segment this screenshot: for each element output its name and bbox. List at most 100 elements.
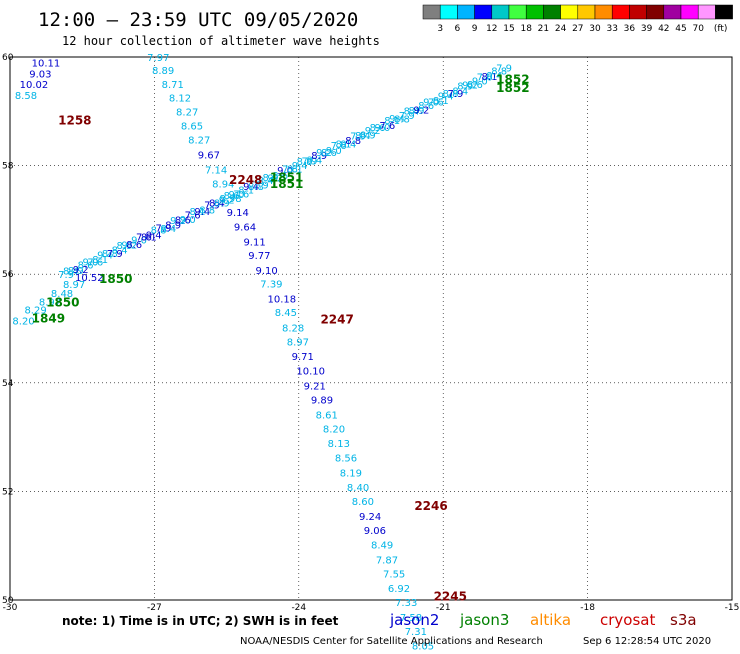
satellite-legend-jason3: jason3: [459, 611, 509, 629]
wave-height-value: 8.60: [352, 497, 374, 508]
track-value-label: 8.1: [336, 139, 352, 150]
wave-height-value: 7.14: [205, 165, 227, 176]
wave-height-value: 8.20: [323, 424, 345, 435]
axis-ticks: -30 -27 -24 -21 -18 -15 60 58 56 54 52 50: [2, 53, 739, 613]
pass-time-label: 1851: [270, 177, 303, 191]
color-swatch: [457, 4, 475, 20]
color-scale-label: 36: [624, 24, 636, 34]
track-value-label: 9.2: [413, 105, 429, 116]
track-value-label: 8.9: [117, 241, 133, 252]
track-value-label: 7.6: [233, 190, 249, 201]
track-value-label: 9.0: [326, 146, 342, 157]
color-scale-unit: (ft): [714, 24, 728, 34]
track-value-label: 7.9: [496, 64, 512, 75]
track-value-label: 8.8: [491, 66, 507, 77]
track-value-label: 7.6: [136, 232, 152, 243]
track-value-label: 8.8: [199, 205, 215, 216]
pass-time-label: 2247: [320, 313, 353, 327]
map-grid: [9, 56, 733, 601]
satellite-legend-altika: altika: [530, 611, 571, 629]
wave-height-value: 9.06: [364, 526, 386, 537]
pass-time-label: 1851: [270, 170, 303, 184]
track-value-label: 9.4: [97, 251, 113, 262]
track-value-label: 8.1: [384, 116, 400, 127]
track-value-label: 7.9: [58, 270, 74, 281]
track-value-label: 7.9: [107, 249, 123, 260]
color-scale-label: 24: [555, 24, 567, 34]
track-value-label: 8.9: [311, 151, 327, 162]
track-value-label: 8.4: [355, 131, 371, 142]
track-value-label: 9.0: [423, 98, 439, 109]
track-value-label: 9.2: [267, 173, 283, 184]
wave-height-value: 8.56: [335, 454, 357, 465]
wave-height-value: 10.18: [268, 295, 297, 306]
satellite-legend-s3a: s3a: [670, 611, 697, 629]
track-value-label: 8.4: [63, 266, 79, 277]
track-value-label: 7.9: [447, 89, 463, 100]
track-value-label: 9.4: [438, 91, 454, 102]
track-value-label: 8.1: [482, 72, 498, 83]
color-swatch: [697, 4, 716, 20]
track-value-label: 9.4: [292, 161, 308, 172]
track-value-label: 8.9: [165, 221, 181, 232]
color-scale-label: 21: [538, 24, 549, 34]
color-swatch: [422, 4, 441, 20]
wave-height-value: 8.89: [152, 66, 174, 77]
track-value-label: 8.4: [306, 155, 322, 166]
track-value-label: 8.1: [287, 165, 303, 176]
wave-height-value: 8.19: [340, 468, 362, 479]
color-scale-bar: 3 6 9 12 15 18 21 24 27 30 33 36 39 42 45 70 (ft): [422, 4, 733, 34]
track-value-label: 8.8: [151, 226, 167, 237]
track-value-label: 9.2: [170, 216, 186, 227]
wave-height-value: 8.49: [371, 541, 393, 552]
pass-time-label: 1258: [58, 113, 91, 127]
wave-height-value: 9.77: [248, 251, 270, 262]
track-value-label: 8.8: [102, 249, 118, 260]
track-value-label: 8.4: [160, 224, 176, 235]
track-value-label: 8.8: [443, 89, 459, 100]
wave-height-value: 7.87: [376, 555, 398, 566]
wave-height-value: 10.10: [296, 366, 325, 377]
y-tick-label: 50: [2, 596, 14, 606]
track-value-label: 9.4: [194, 207, 210, 218]
color-scale-label: 39: [641, 24, 653, 34]
wave-height-value: 9.14: [227, 208, 249, 219]
track-value-label: 9.4: [243, 182, 259, 193]
wave-height-value: 10.52: [75, 273, 104, 284]
jason3-track-label-cloud: 7.98.48.99.28.69.07.68.19.48.87.98.48.99…: [58, 64, 512, 282]
color-swatch: [474, 4, 493, 20]
track-value-label: 8.6: [126, 240, 142, 251]
track-value-label: 8.1: [141, 232, 157, 243]
wave-height-value: 8.12: [169, 94, 191, 105]
wave-height-value: 10.11: [32, 58, 61, 69]
pass-time-label: 2246: [414, 499, 447, 513]
footer-note: note: 1) Time is in UTC; 2) SWH is in fe…: [62, 614, 339, 628]
color-scale-label: 70: [692, 24, 704, 34]
color-swatch: [508, 4, 527, 20]
wave-height-value: 8.94: [212, 180, 234, 191]
wave-height-value: 7.55: [383, 569, 405, 580]
track-value-label: 7.6: [428, 98, 444, 109]
satellite-legend: jason2 jason3 altika cryosat s3a: [389, 611, 697, 629]
wave-height-value: 8.71: [162, 80, 184, 91]
track-value-label: 8.9: [214, 199, 230, 210]
wave-height-value: 8.48: [51, 289, 73, 300]
wave-height-value: 9.11: [243, 238, 265, 249]
track-value-label: 8.1: [92, 255, 108, 266]
color-scale-label: 3: [437, 24, 443, 34]
y-tick-label: 60: [2, 53, 14, 63]
track-value-label: 9.0: [82, 257, 98, 268]
color-swatch: [439, 4, 458, 20]
pass-time-label: 1852: [496, 81, 529, 95]
y-tick-label: 54: [2, 379, 14, 389]
color-scale-label: 27: [572, 24, 583, 34]
color-swatch: [560, 4, 579, 20]
color-scale-label: 9: [472, 24, 478, 34]
satellite-legend-jason2: jason2: [389, 611, 439, 629]
track-value-label: 8.9: [68, 266, 84, 277]
wave-height-value: 9.24: [359, 512, 381, 523]
x-tick-label: -18: [580, 603, 595, 613]
color-swatch: [594, 4, 613, 20]
y-tick-label: 58: [2, 162, 14, 172]
track-value-label: 9.0: [131, 235, 147, 246]
